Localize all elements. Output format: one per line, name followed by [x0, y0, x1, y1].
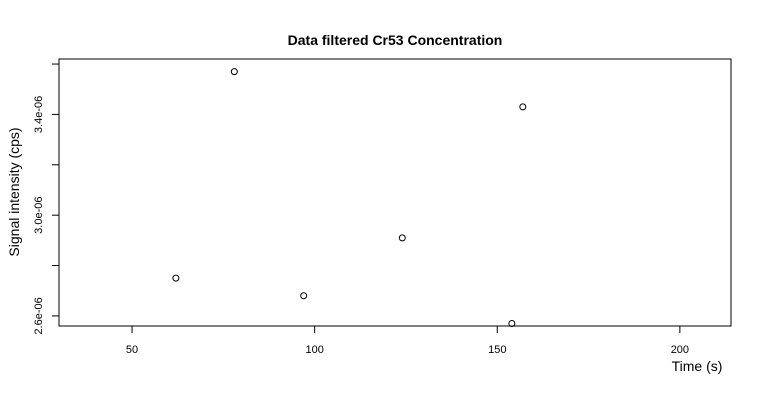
y-axis: 2.6e-06 3.0e-06 3.4e-06 [33, 63, 59, 335]
chart-title: Data filtered Cr53 Concentration [288, 32, 503, 48]
data-point [519, 103, 527, 111]
data-points [172, 68, 527, 327]
y-tick-label: 2.6e-06 [33, 297, 45, 334]
y-tick-label: 3.0e-06 [33, 197, 45, 234]
y-axis-label: Signal intensity (cps) [6, 127, 22, 256]
x-tick-label: 200 [671, 344, 689, 356]
x-axis: 50 100 150 200 [126, 326, 689, 356]
x-tick-label: 100 [305, 344, 323, 356]
y-tick-label: 3.4e-06 [33, 96, 45, 133]
x-tick-label: 150 [488, 344, 506, 356]
data-point [172, 274, 180, 282]
data-point [230, 68, 238, 76]
data-point [508, 319, 516, 327]
plot-area [58, 58, 732, 327]
data-point [300, 292, 308, 300]
x-tick-label: 50 [126, 344, 138, 356]
data-point [398, 234, 406, 242]
x-axis-label: Time (s) [672, 358, 723, 374]
